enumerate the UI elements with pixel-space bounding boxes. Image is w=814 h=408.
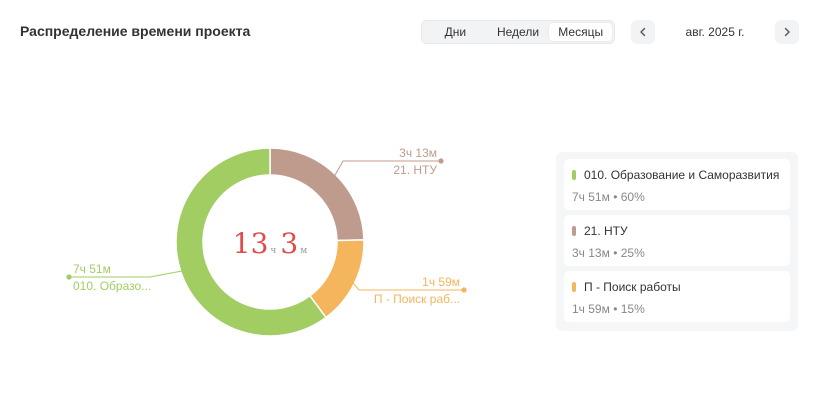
legend-item[interactable]: П - Поиск работы 1ч 59м • 15%: [564, 271, 790, 322]
callout-line: [69, 270, 183, 278]
tab-weeks[interactable]: Недели: [496, 25, 540, 39]
callout-line: [352, 282, 464, 291]
period-label: авг. 2025 г.: [685, 25, 745, 39]
legend-item[interactable]: 21. НТУ 3ч 13м • 25%: [564, 215, 790, 266]
legend-item-value: 3ч 13м • 25%: [572, 246, 645, 260]
legend-color-marker: [572, 282, 576, 292]
legend-item-name: 010. Образование и Саморазвития: [584, 168, 780, 182]
legend-item-value: 7ч 51м • 60%: [572, 190, 645, 204]
legend-color-marker: [572, 170, 576, 180]
next-period-button[interactable]: [775, 20, 799, 44]
tab-days[interactable]: Дни: [444, 25, 467, 39]
callout-dot: [438, 158, 444, 164]
callout-time-label: 3ч 13м: [399, 146, 437, 160]
chevron-right-icon: [784, 27, 790, 37]
callout-name-label: 010. Образо...: [73, 279, 151, 293]
chart-center-total: 13 ч 3 м: [233, 227, 307, 260]
chart-legend: 010. Образование и Саморазвития 7ч 51м •…: [556, 152, 798, 331]
center-hours: 13: [233, 227, 269, 260]
callout-time-label: 7ч 51м: [73, 262, 111, 276]
callout-name-label: 21. НТУ: [393, 163, 437, 177]
center-minutes-unit: м: [300, 246, 307, 256]
center-minutes: 3: [280, 227, 298, 260]
page-title: Распределение времени проекта: [20, 23, 251, 39]
prev-period-button[interactable]: [631, 20, 655, 44]
period-tabs: Дни Недели Месяцы: [421, 20, 615, 44]
donut-slice[interactable]: [175, 147, 328, 337]
center-hours-unit: ч: [270, 246, 276, 256]
callout-dot: [461, 287, 467, 293]
chevron-left-icon: [640, 27, 646, 37]
callout-line: [333, 160, 441, 177]
callout-dot: [66, 274, 72, 280]
callout-name-label: П - Поиск раб...: [374, 292, 460, 306]
legend-item-value: 1ч 59м • 15%: [572, 302, 645, 316]
tab-months[interactable]: Месяцы: [549, 23, 613, 41]
callout-time-label: 1ч 59м: [422, 275, 460, 289]
legend-item-name: П - Поиск работы: [584, 280, 681, 294]
legend-color-marker: [572, 226, 576, 236]
legend-item-name: 21. НТУ: [584, 224, 628, 238]
legend-item[interactable]: 010. Образование и Саморазвития 7ч 51м •…: [564, 159, 790, 210]
